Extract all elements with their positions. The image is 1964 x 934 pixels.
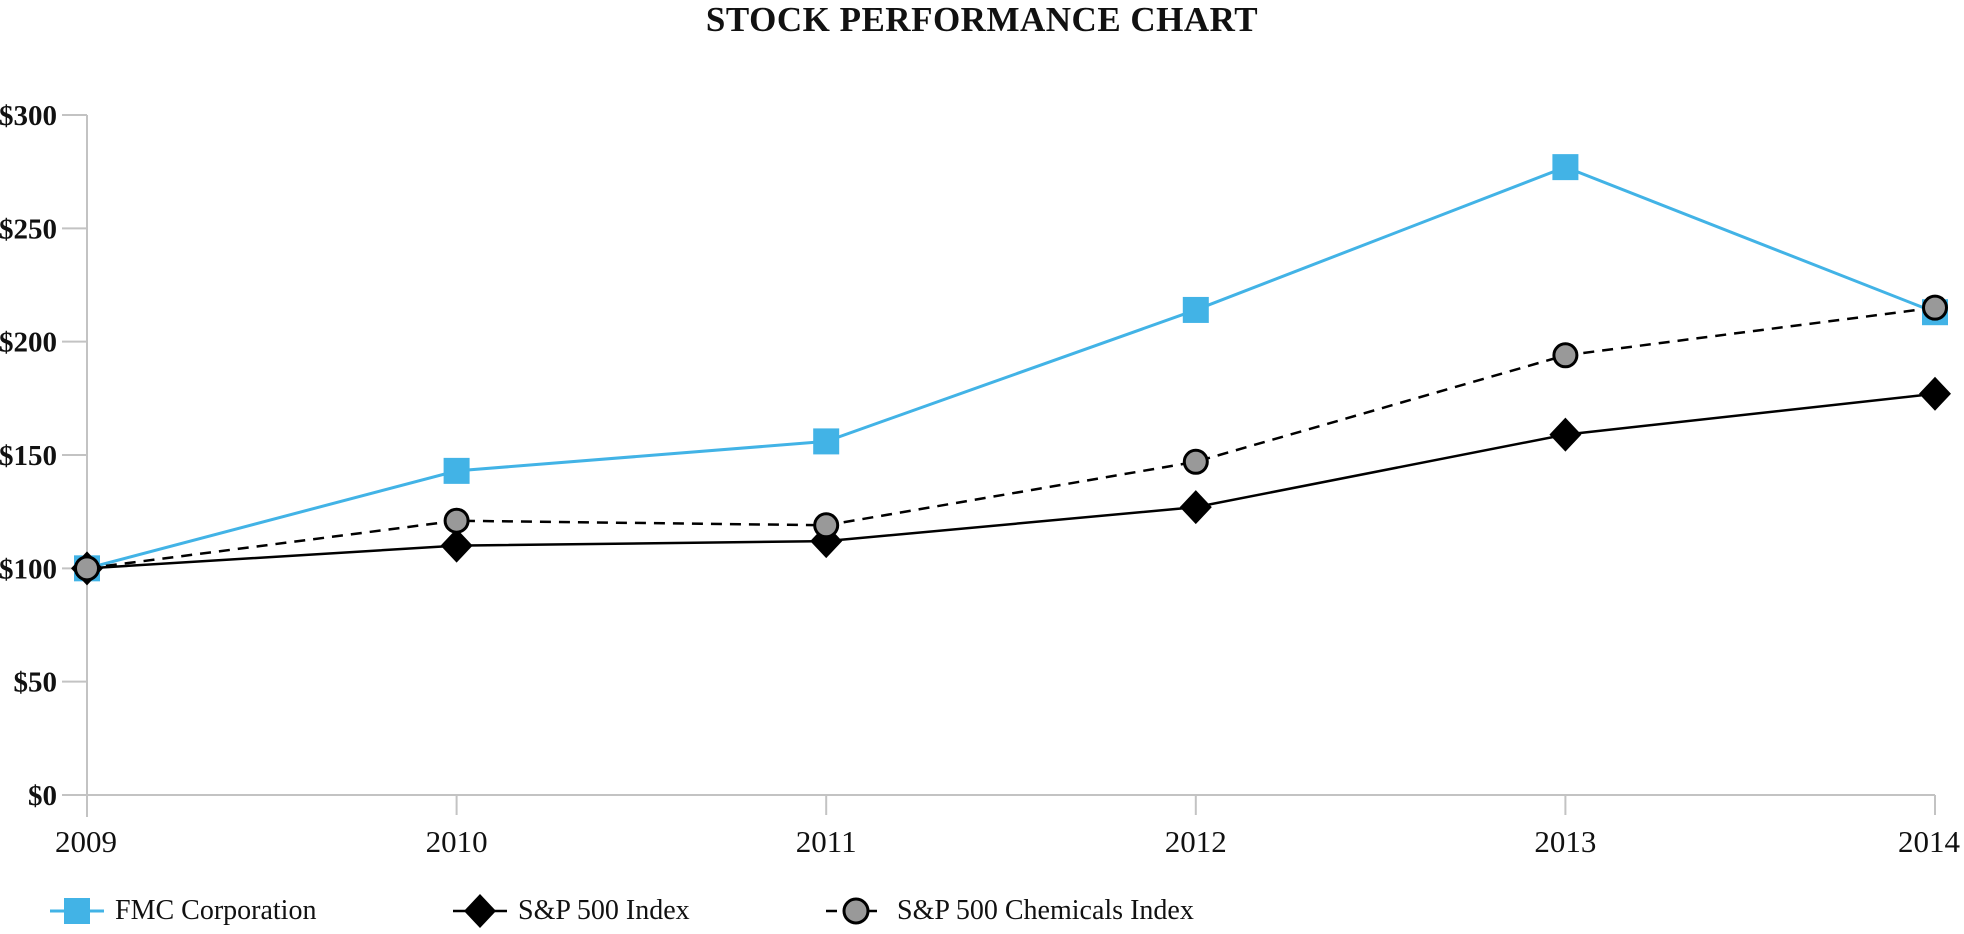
legend-label-fmc: FMC Corporation [115,895,317,926]
data-point-square [813,428,840,455]
data-point-diamond [1919,376,1951,411]
fmc-square-icon [50,898,104,924]
data-point-square [443,457,470,484]
y-tick-label: $0 [28,780,57,812]
x-tick-label: 2014 [1898,824,1961,859]
chart-legend: FMC Corporation S&P 500 Index S&P 500 Ch… [0,888,1964,934]
legend-item-sp500: S&P 500 Index [453,888,690,934]
x-tick-label: 2012 [1165,824,1227,859]
data-point-diamond [440,528,473,563]
legend-item-fmc: FMC Corporation [50,888,316,934]
y-tick-label: $100 [0,553,57,585]
data-point-circle [1182,448,1209,475]
y-tick-label: $300 [0,100,57,132]
legend-label-sp500: S&P 500 Index [518,895,690,926]
data-point-square [1182,296,1209,323]
series-line-2 [86,392,1936,570]
legend-item-chemicals: S&P 500 Chemicals Index [826,888,1194,934]
y-tick-label: $200 [0,327,57,359]
sp500-diamond-icon [453,894,507,928]
data-point-circle [1552,342,1579,369]
y-tick-label: $250 [0,213,57,245]
data-point-circle [74,555,100,582]
data-point-circle [1922,294,1948,321]
chemicals-circle-icon [826,897,886,925]
stock-performance-chart: $0 $50 $100 $150 $200 $250 $300 2009 2010 2011 201… [0,100,1961,859]
y-tick-label: $50 [14,667,58,699]
series-line-1 [86,165,1936,570]
data-point-circle [813,512,840,539]
x-tick-label: 2009 [55,824,117,859]
x-tick-label: 2011 [796,824,857,859]
legend-label-chemicals: S&P 500 Chemicals Index [897,895,1194,926]
data-point-diamond [1549,417,1582,452]
x-tick-label: 2010 [426,824,488,859]
series-line-3 [86,306,1936,570]
data-point-square [1552,154,1579,181]
data-point-circle [443,507,470,534]
y-tick-label: $150 [0,440,57,472]
data-point-diamond [1179,490,1212,525]
x-tick-label: 2013 [1534,824,1596,859]
chart-title: STOCK PERFORMANCE CHART [705,0,1259,39]
